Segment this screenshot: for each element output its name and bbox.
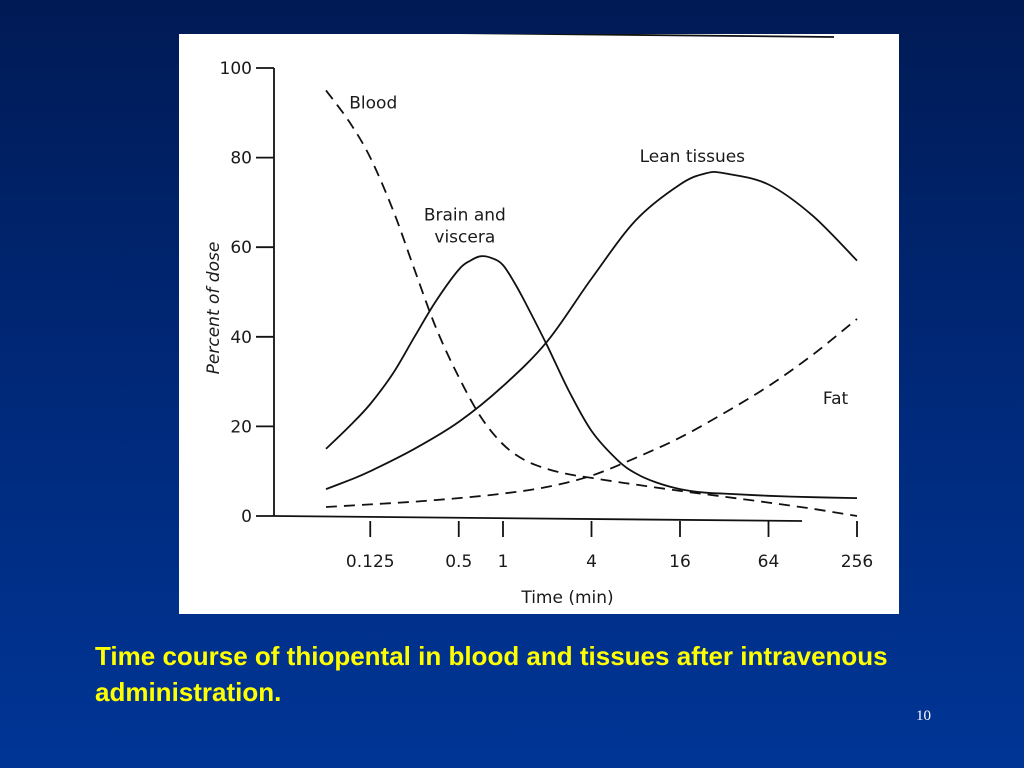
y-tick-label: 60 (230, 238, 252, 258)
y-tick-label: 100 (220, 59, 252, 79)
x-tick-label: 1 (498, 552, 509, 572)
axes: 0 20 40 60 80 100 0.125 0.5 1 4 16 64 256 Time (min) P… (204, 59, 873, 608)
y-tick-label: 40 (230, 328, 252, 348)
lean-tissues-curve (325, 170, 858, 490)
x-tick-label: 16 (669, 552, 691, 572)
curves (325, 89, 858, 517)
series-labels: Blood Brain and viscera Lean tissues Fat (349, 93, 848, 409)
x-axis-line (273, 515, 803, 522)
blood-label-line: Blood (349, 93, 397, 113)
y-tick-label: 80 (230, 149, 252, 169)
scan-top-border-line (458, 34, 835, 38)
brain-and-viscera-label-line: Brain and (424, 205, 506, 225)
fat-label-line: Fat (823, 389, 849, 409)
blood-curve (325, 89, 858, 517)
brain-and-viscera-label-line: viscera (434, 227, 495, 247)
brain-and-viscera-label: Brain and viscera (424, 205, 506, 247)
fat-label: Fat (823, 389, 849, 409)
x-axis-title: Time (min) (520, 588, 613, 608)
slide-caption: Time course of thiopental in blood and t… (95, 641, 888, 707)
x-tick-label: 4 (586, 552, 597, 572)
percent-of-dose-chart: 0 20 40 60 80 100 0.125 0.5 1 4 16 64 256 Time (min) P… (204, 34, 873, 608)
slide-number: 10 (916, 708, 931, 724)
x-tick-label: 0.125 (346, 552, 395, 572)
chart-panel: 0 20 40 60 80 100 0.125 0.5 1 4 16 64 256 Time (min) P… (179, 34, 899, 614)
x-tick-label: 256 (841, 552, 873, 572)
y-tick-label: 20 (230, 417, 252, 437)
y-axis-title: Percent of dose (204, 242, 224, 375)
brain-and-viscera-curve (325, 255, 858, 499)
y-tick-label: 0 (241, 507, 252, 527)
blood-label: Blood (349, 93, 397, 113)
x-tick-label: 64 (758, 552, 780, 572)
x-tick-label: 0.5 (445, 552, 472, 572)
lean-tissues-label-line: Lean tissues (640, 147, 746, 167)
lean-tissues-label: Lean tissues (640, 147, 746, 167)
